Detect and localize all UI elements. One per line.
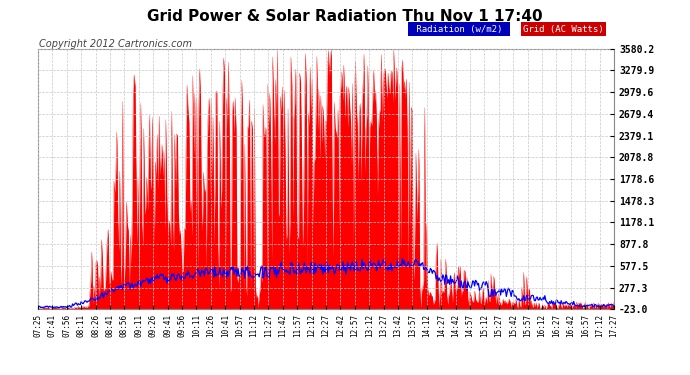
Text: Grid Power & Solar Radiation Thu Nov 1 17:40: Grid Power & Solar Radiation Thu Nov 1 1… [147,9,543,24]
Text: Radiation (w/m2): Radiation (w/m2) [411,25,507,34]
Text: Copyright 2012 Cartronics.com: Copyright 2012 Cartronics.com [39,39,192,50]
Text: Grid (AC Watts): Grid (AC Watts) [523,25,604,34]
